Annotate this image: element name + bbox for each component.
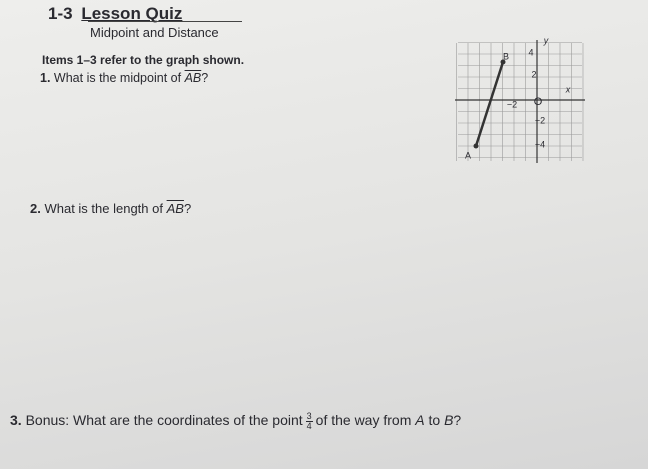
rule	[88, 21, 242, 22]
question-1: 1. What is the midpoint of AB?	[40, 71, 208, 85]
y-label: −4	[535, 139, 545, 149]
x-label: −2	[507, 99, 517, 109]
q-end: ?	[453, 412, 462, 429]
axis-label: x	[565, 84, 571, 94]
numerator: 3	[305, 411, 313, 422]
segment: AB	[184, 71, 202, 85]
q-text: What is the length of	[44, 201, 163, 216]
subtitle: Midpoint and Distance	[90, 25, 219, 40]
denominator: 4	[306, 421, 312, 431]
question-2: 2. What is the length of AB?	[30, 201, 191, 216]
y-label: −2	[535, 115, 545, 125]
point: B	[444, 412, 454, 429]
heading: 1-3 Lesson Quiz	[48, 4, 182, 24]
q-text: Bonus: What are the coordinates of the p…	[25, 412, 303, 429]
grid	[456, 42, 584, 161]
question-3: 3. Bonus: What are the coordinates of th…	[10, 412, 461, 431]
point-a	[473, 143, 479, 149]
y-label: 4	[528, 47, 533, 57]
q-number: 1.	[40, 71, 51, 85]
q-end: ?	[183, 201, 192, 216]
segment: AB	[166, 201, 184, 216]
point-label: B	[503, 51, 509, 61]
q-end: ?	[201, 71, 209, 85]
title: Lesson Quiz	[81, 4, 183, 23]
point-b	[500, 59, 506, 65]
graph: y x O −2 4 2 −2 −4 A B	[455, 35, 585, 163]
q-text: of the way from	[315, 412, 412, 429]
intro: Items 1–3 refer to the graph shown.	[42, 53, 245, 67]
q-number: 2.	[30, 201, 41, 216]
y-label: 2	[531, 69, 536, 79]
origin: O	[534, 96, 543, 108]
point: A	[415, 412, 425, 429]
axis-label: y	[543, 35, 549, 45]
q-text: to	[428, 412, 441, 429]
q-text: What is the midpoint of	[53, 71, 182, 85]
segment-ab	[474, 61, 505, 147]
lesson-number: 1-3	[48, 4, 73, 23]
q-number: 3.	[10, 412, 22, 429]
point-label: A	[465, 150, 471, 160]
